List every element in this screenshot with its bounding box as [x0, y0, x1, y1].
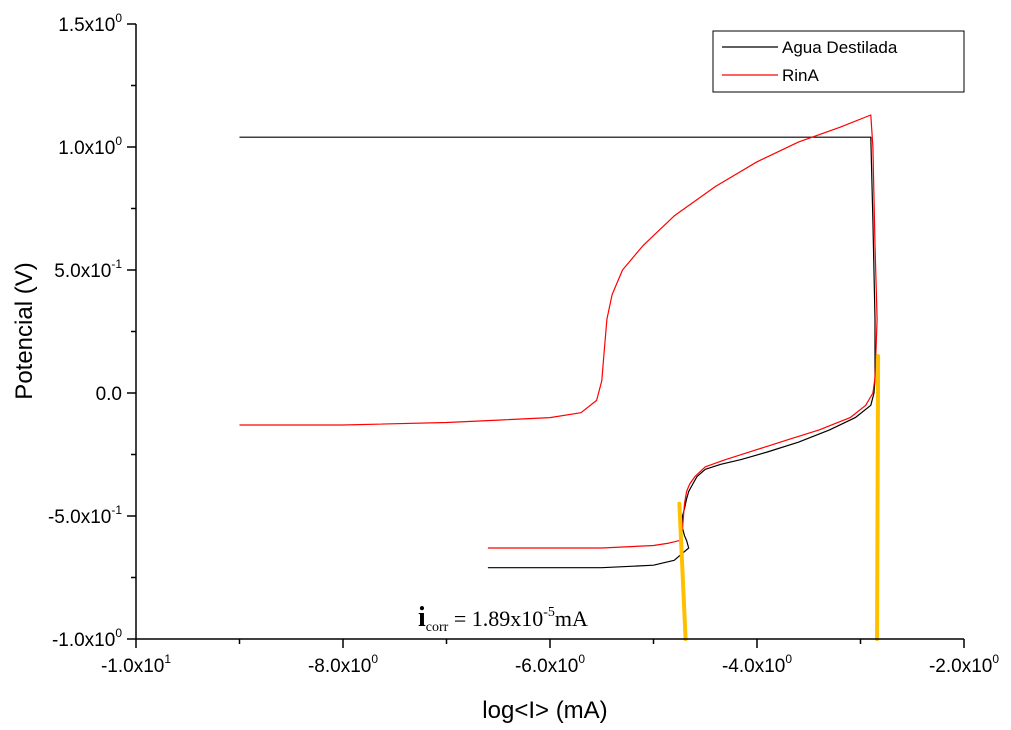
tafel-line-2 — [875, 354, 881, 641]
x-tick-label: -6.0x100 — [515, 652, 585, 677]
icorr-symbol: i — [418, 602, 426, 633]
series-line-agua-destilada — [239, 136, 876, 569]
icorr-annotation: icorr = 1.89x10-5mA — [418, 602, 588, 635]
y-tick-label: -1.0x100 — [52, 626, 122, 651]
y-tick-label: 1.5x100 — [58, 11, 122, 36]
x-tick-label: -4.0x100 — [722, 652, 792, 677]
icorr-exponent: -5 — [543, 605, 555, 620]
y-axis-title: Potencial (V) — [11, 262, 38, 399]
tafel-line-1 — [677, 501, 688, 641]
icorr-unit: mA — [555, 606, 588, 631]
x-tick-label: -2.0x100 — [929, 652, 999, 677]
x-tick-label: -8.0x100 — [308, 652, 378, 677]
x-axis-title: log<I> (mA) — [482, 697, 607, 724]
annotation-background — [414, 594, 680, 634]
legend-label-agua-destilada: Agua Destilada — [782, 38, 898, 57]
x-tick-label: -1.0x101 — [101, 652, 171, 677]
legend-label-rina: RinA — [782, 66, 820, 85]
legend-box — [712, 30, 965, 93]
y-tick-label: 5.0x10-1 — [54, 257, 122, 282]
y-tick-label: -5.0x10-1 — [48, 503, 122, 528]
legend: Agua Destilada RinA — [712, 30, 965, 93]
y-tick-label: 1.0x100 — [58, 134, 122, 159]
y-tick-label: 0.0 — [96, 384, 122, 405]
icorr-subscript: corr — [426, 620, 449, 635]
series-line-rina — [239, 114, 878, 549]
icorr-value: = 1.89x10 — [448, 606, 543, 631]
